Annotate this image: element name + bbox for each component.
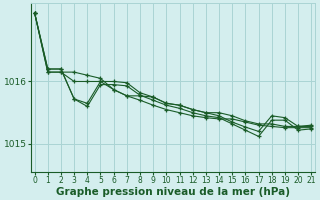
X-axis label: Graphe pression niveau de la mer (hPa): Graphe pression niveau de la mer (hPa) [56, 187, 290, 197]
